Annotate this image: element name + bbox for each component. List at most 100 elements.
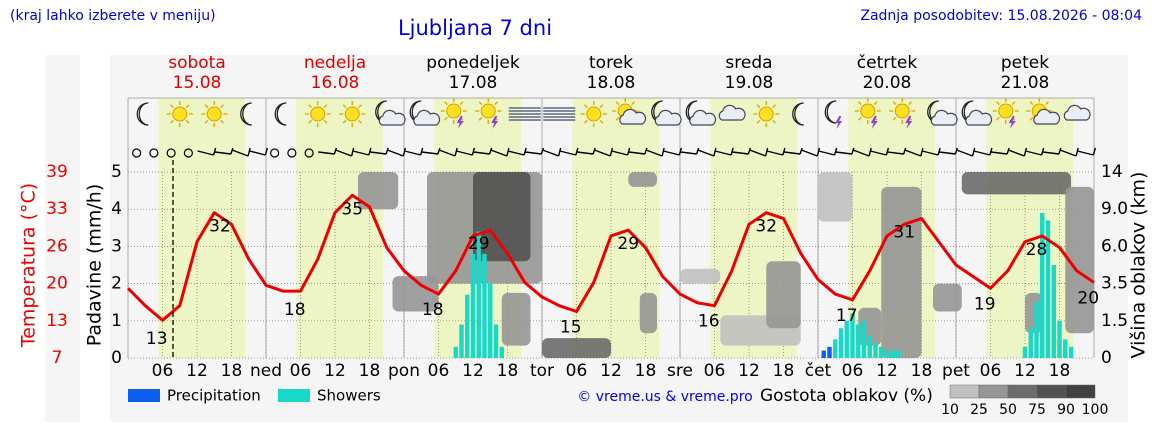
sun-ray: [342, 119, 347, 124]
wind-flag: [454, 147, 458, 157]
cloud: [1033, 108, 1061, 125]
wind-flag: [368, 147, 372, 156]
wind-barb: [956, 149, 973, 157]
precip-bar: [493, 324, 499, 358]
weather-icon: [240, 102, 252, 126]
x-tick-label: 12: [600, 361, 622, 381]
precip-bar: [1068, 346, 1074, 358]
temperature-label: 20: [1077, 288, 1099, 308]
wind-barb: [611, 150, 628, 156]
wind-calm: [132, 148, 142, 158]
cloud: [930, 109, 958, 126]
wind-barb: [1077, 150, 1094, 156]
precip-bar: [884, 350, 890, 358]
cloud: [965, 109, 993, 126]
wind-flag: [954, 147, 959, 155]
x-tick-label: 12: [186, 361, 208, 381]
wind-flag: [644, 147, 648, 155]
weather-icon: [409, 100, 441, 126]
precip-bar: [1040, 212, 1045, 358]
x-tick-label: 18: [911, 361, 933, 381]
legend-swatch: [128, 389, 160, 402]
sun-ray: [873, 101, 878, 106]
wind-barb: [870, 150, 887, 156]
x-tick-label: 18: [359, 361, 381, 381]
wind-barb: [1059, 149, 1077, 157]
sun-ray: [584, 119, 588, 124]
sun-ray: [1011, 101, 1016, 106]
precip-bar: [873, 343, 878, 358]
wind-barb: [835, 151, 852, 155]
sun-ray: [631, 101, 635, 106]
x-tick-label: pet: [942, 361, 970, 381]
wind-barb: [387, 149, 404, 157]
sun: [758, 106, 774, 122]
weather-icon: [651, 100, 682, 126]
wind-barb: [214, 151, 231, 155]
bolt: [1008, 116, 1016, 129]
bolt: [905, 116, 913, 129]
x-tick-label: pon: [388, 361, 420, 381]
day-name: sobota: [168, 53, 226, 73]
wind-barb: [680, 151, 697, 155]
temp-tick-label: 39: [46, 162, 68, 182]
cloud-axis-title: Višina oblakov (km): [1128, 172, 1150, 359]
day-date: 20.08: [863, 73, 912, 93]
height-tick-label: 3.5: [1101, 274, 1128, 294]
wind-flag: [851, 147, 855, 155]
temp-tick-label: 7: [52, 348, 63, 368]
wind-barb: [404, 150, 421, 156]
cloud-cell: [766, 261, 801, 329]
wind-flag: [920, 147, 924, 157]
wind-barb: [318, 151, 335, 155]
x-tick-label: 18: [497, 361, 519, 381]
sun-ray: [1045, 101, 1049, 106]
sun: [586, 106, 602, 122]
weather-icon: [1026, 98, 1061, 125]
weather-icon: [1063, 104, 1091, 121]
wind-barb: [904, 149, 922, 157]
day-name: nedelja: [304, 53, 366, 73]
wind-barb: [766, 150, 784, 156]
day-name: torek: [589, 53, 633, 73]
temperature-label: 29: [468, 234, 490, 254]
density-tick-label: 75: [1028, 402, 1046, 418]
wind-calm: [183, 148, 193, 158]
wind-flag: [816, 147, 821, 157]
precip-bar: [861, 320, 867, 358]
weather-icon: [992, 98, 1019, 129]
wind-barb: [370, 151, 387, 155]
precip-bar: [1034, 302, 1039, 358]
temperature-label: 16: [698, 312, 720, 332]
temp-tick-label: 13: [46, 311, 68, 331]
cloud-cell: [818, 172, 853, 222]
precip-bar: [1028, 328, 1033, 358]
wind-flag: [333, 147, 338, 155]
precip-tick-label: 1: [111, 311, 122, 331]
bolt: [870, 116, 878, 129]
wind-flag: [1040, 147, 1045, 156]
sun-ray: [459, 101, 464, 106]
sun-ray: [996, 116, 1000, 121]
precip-bar: [856, 324, 861, 358]
precip-bar: [833, 339, 838, 358]
wind-calm: [304, 148, 314, 158]
temperature-line: [126, 193, 1095, 322]
wind-flag: [730, 147, 734, 156]
wind-barb: [335, 149, 352, 157]
cloud-cell: [680, 268, 721, 284]
wind-barb: [490, 149, 508, 157]
x-tick-label: 06: [980, 361, 1002, 381]
cloud: [413, 109, 441, 126]
x-tick-label: sre: [667, 361, 693, 381]
wind-flag: [506, 147, 510, 157]
left-strip: [45, 55, 80, 422]
density-swatch: [1065, 384, 1096, 399]
wind-flag: [678, 147, 683, 156]
temperature-label: 13: [146, 329, 168, 349]
wind-calm: [287, 148, 297, 158]
wind-flag: [575, 147, 579, 156]
wind-barb: [714, 150, 732, 156]
wind-barb: [991, 151, 1008, 155]
cloud-cell: [961, 172, 1071, 195]
